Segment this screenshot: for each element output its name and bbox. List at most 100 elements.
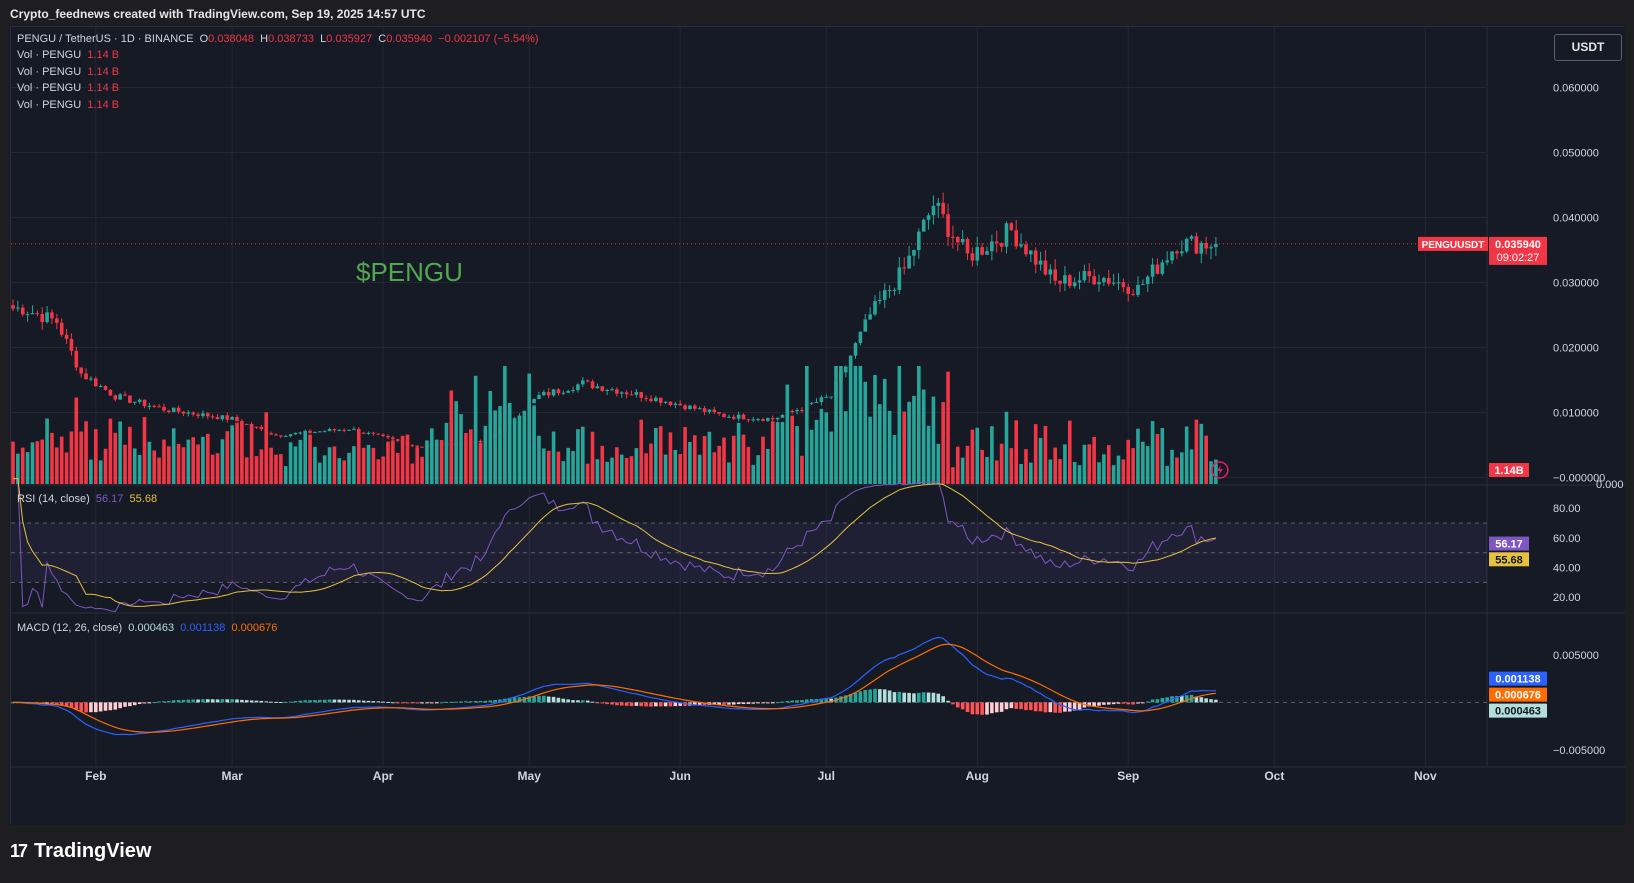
candle-body xyxy=(1204,242,1208,249)
volume-bar xyxy=(649,443,653,484)
candle xyxy=(819,395,824,406)
candle-body xyxy=(1184,238,1189,252)
candle xyxy=(795,408,799,415)
macd-histogram-bar xyxy=(220,699,225,703)
volume-legend[interactable]: Vol · PENGU 1.14 B xyxy=(17,82,119,94)
macd-histogram-bar xyxy=(766,702,770,704)
macd-histogram-bar xyxy=(800,700,804,703)
volume-bar xyxy=(887,410,892,484)
volume-bar xyxy=(688,441,692,484)
volume-bar xyxy=(84,421,88,484)
volume-bar xyxy=(171,428,176,484)
candle-body xyxy=(459,443,463,445)
volume-legend[interactable]: Vol · PENGU 1.14 B xyxy=(17,66,119,78)
candle-body xyxy=(98,386,103,388)
macd-axis-label: 0.005000 xyxy=(1553,650,1599,662)
volume-legend[interactable]: Vol · PENGU 1.14 B xyxy=(17,99,119,111)
macd-legend[interactable]: MACD (12, 26, close) 0.000463 0.001138 0… xyxy=(17,622,277,634)
symbol-watermark: $PENGU xyxy=(356,257,463,287)
macd-histogram-bar xyxy=(50,702,54,704)
candle xyxy=(235,414,239,422)
candle-body xyxy=(712,409,717,413)
volume-bar xyxy=(206,433,210,484)
candle-body xyxy=(722,413,726,418)
macd-histogram-bar xyxy=(1009,702,1014,709)
volume-bar xyxy=(999,443,1004,484)
candle-body xyxy=(858,331,863,344)
candle-body xyxy=(1180,251,1184,254)
volume-bar xyxy=(654,428,658,484)
macd-histogram-bar xyxy=(176,699,181,703)
tradingview-brand[interactable]: 17 TradingView xyxy=(10,840,151,863)
macd-histogram-bar xyxy=(921,692,926,703)
volume-bar xyxy=(1097,462,1101,484)
macd-histogram-bar xyxy=(892,692,897,703)
candle-body xyxy=(269,433,273,435)
macd-histogram-bar xyxy=(829,698,833,703)
volume-bar xyxy=(1029,462,1033,484)
symbol-title[interactable]: PENGU / TetherUS · 1D · BINANCE xyxy=(17,33,194,45)
macd-histogram-bar xyxy=(342,699,346,703)
currency-button[interactable]: USDT xyxy=(1554,34,1622,61)
macd-histogram-bar xyxy=(313,700,317,703)
time-axis-label: Jul xyxy=(818,769,835,783)
candle xyxy=(215,414,220,420)
volume-bar xyxy=(1131,448,1135,484)
volume-bar xyxy=(717,445,721,484)
chart-canvas[interactable]: Feb Mar Apr May Jun Jul Aug Sep Oct Nov 0.060000 0.… xyxy=(11,27,1625,825)
candle-body xyxy=(605,390,609,392)
candle-body xyxy=(137,399,142,402)
macd-histogram-bar xyxy=(1102,702,1106,705)
candle xyxy=(25,311,30,322)
macd-histogram-bar xyxy=(152,702,157,704)
candle xyxy=(1165,251,1169,266)
candle xyxy=(1121,278,1126,293)
candle-body xyxy=(327,429,332,432)
macd-histogram-bar xyxy=(585,700,590,703)
volume-bar xyxy=(980,449,984,484)
candle-body xyxy=(902,267,907,269)
candle xyxy=(1175,249,1179,260)
candle-body xyxy=(264,429,269,434)
macd-histogram-bar xyxy=(678,702,682,706)
candle-body xyxy=(576,384,580,391)
candle-body xyxy=(1111,282,1116,284)
macd-histogram-bar xyxy=(936,693,941,703)
candle xyxy=(1106,269,1111,287)
volume-bar xyxy=(512,419,517,484)
candle xyxy=(1126,283,1131,302)
candle-body xyxy=(220,415,225,420)
candle xyxy=(1180,240,1184,257)
candle xyxy=(790,409,794,414)
volume-bar xyxy=(103,448,108,484)
candle xyxy=(858,331,863,346)
candle xyxy=(371,431,376,436)
candle-body xyxy=(843,366,848,373)
candle xyxy=(264,428,269,435)
candle-body xyxy=(610,389,614,391)
candle xyxy=(556,388,561,396)
volume-bar xyxy=(20,447,25,484)
time-axis-label: Feb xyxy=(85,769,106,783)
macd-histogram-bar xyxy=(839,696,843,703)
candle-body xyxy=(556,389,561,394)
candle-body xyxy=(181,411,186,414)
macd-histogram-bar xyxy=(775,702,780,704)
volume-bar xyxy=(839,366,843,484)
macd-histogram-bar xyxy=(113,702,118,710)
macd-histogram-bar xyxy=(960,702,965,710)
volume-legend[interactable]: Vol · PENGU 1.14 B xyxy=(17,49,119,61)
macd-histogram-bar xyxy=(381,701,385,703)
macd-histogram-bar xyxy=(322,699,327,703)
close-value: 0.035940 xyxy=(386,33,433,45)
macd-hist-value: 0.000463 xyxy=(128,622,175,634)
macd-histogram-bar xyxy=(595,702,600,704)
candle-body xyxy=(951,236,955,238)
candle xyxy=(503,422,507,432)
macd-histogram-bar xyxy=(123,702,127,707)
candle-body xyxy=(1038,260,1043,265)
candle xyxy=(1058,280,1062,292)
rsi-legend[interactable]: RSI (14, close) 56.17 55.68 xyxy=(17,493,157,505)
candle xyxy=(444,441,449,447)
macd-histogram-bar xyxy=(795,700,799,703)
